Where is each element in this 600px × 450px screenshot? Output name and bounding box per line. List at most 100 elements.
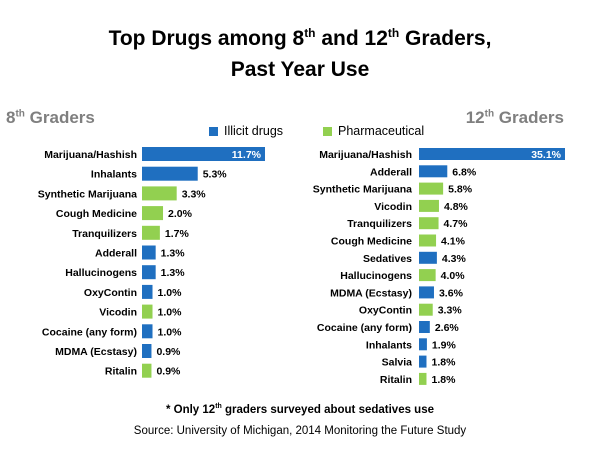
category-label-oxycontin: OxyContin — [84, 287, 137, 299]
bar-cough-medicine — [142, 206, 164, 221]
panel-title-sup: th — [15, 108, 25, 120]
bar-marijuana-hashish — [142, 147, 265, 161]
title-sup: th — [387, 26, 400, 40]
source-note: Source: University of Michigan, 2014 Mon… — [133, 425, 467, 437]
legend-label-illicit: Illicit drugs — [224, 124, 284, 138]
category-label-hallucinogens: Hallucinogens — [65, 267, 137, 279]
category-label-ritalin: Ritalin — [105, 366, 137, 378]
value-label-adderall: 6.8% — [452, 166, 477, 178]
value-label-cough-medicine: 2.0% — [168, 208, 193, 220]
value-label-cocaine-any-form: 1.0% — [158, 326, 183, 338]
category-label-tranquilizers: Tranquilizers — [347, 218, 412, 230]
category-label-ritalin: Ritalin — [380, 374, 412, 386]
bar-marijuana-hashish — [419, 148, 565, 160]
category-label-tranquilizers: Tranquilizers — [72, 228, 137, 240]
title-text-part: Graders, — [399, 27, 492, 50]
value-label-synthetic-marijuana: 5.8% — [448, 184, 473, 196]
chart-title-line1: Top Drugs among 8th and 12th Graders, — [0, 24, 600, 54]
footnote: * Only 12th graders surveyed about sedat… — [0, 403, 600, 416]
bar-vicodin — [142, 304, 153, 319]
category-label-marijuana-hashish: Marijuana/Hashish — [319, 149, 412, 161]
value-label-marijuana-hashish: 35.1% — [531, 149, 561, 161]
value-label-oxycontin: 1.0% — [158, 287, 183, 299]
value-label-salvia: 1.8% — [431, 357, 456, 369]
chart-title-line2: Past Year Use — [230, 58, 370, 81]
bar-mdma-ecstasy — [419, 286, 434, 299]
value-label-inhalants: 1.9% — [432, 339, 457, 351]
category-label-synthetic-marijuana: Synthetic Marijuana — [313, 184, 412, 196]
bar-adderall — [419, 165, 448, 178]
bar-adderall — [142, 245, 156, 260]
value-label-adderall: 1.3% — [161, 248, 186, 260]
category-label-vicodin: Vicodin — [374, 201, 412, 213]
category-label-marijuana-hashish: Marijuana/Hashish — [44, 149, 137, 161]
panel-title-part: Graders — [494, 108, 564, 127]
bar-vicodin — [419, 199, 439, 212]
value-label-vicodin: 1.0% — [158, 307, 183, 319]
category-label-cough-medicine: Cough Medicine — [56, 208, 137, 220]
value-label-vicodin: 4.8% — [444, 201, 469, 213]
value-label-mdma-ecstasy: 3.6% — [439, 287, 464, 299]
category-label-inhalants: Inhalants — [366, 339, 412, 351]
value-label-ritalin: 0.9% — [156, 366, 181, 378]
value-label-hallucinogens: 1.3% — [161, 267, 186, 279]
bar-oxycontin — [419, 303, 433, 316]
category-label-sedatives: Sedatives — [363, 253, 412, 265]
panel-title-12th-graders: 12th Graders — [466, 108, 564, 128]
legend-item-illicit: Illicit drugs — [209, 124, 283, 138]
category-label-inhalants: Inhalants — [91, 169, 137, 181]
category-label-cocaine-any-form: Cocaine (any form) — [42, 326, 137, 338]
bar-oxycontin — [142, 284, 153, 299]
legend-swatch-illicit — [209, 126, 218, 136]
bar-cocaine-any-form — [419, 321, 430, 333]
bar-synthetic-marijuana — [419, 182, 444, 195]
category-label-mdma-ecstasy: MDMA (Ecstasy) — [55, 346, 137, 358]
category-label-mdma-ecstasy: MDMA (Ecstasy) — [330, 287, 412, 299]
category-label-oxycontin: OxyContin — [359, 305, 412, 317]
legend-item-pharmaceutical: Pharmaceutical — [323, 124, 424, 138]
title-text-part: and 12 — [315, 27, 388, 50]
category-label-synthetic-marijuana: Synthetic Marijuana — [38, 188, 137, 200]
legend-swatch-pharmaceutical — [323, 126, 332, 136]
panel-title-part: Graders — [24, 108, 95, 127]
category-label-vicodin: Vicodin — [99, 307, 137, 319]
panel-title-part: 12 — [465, 108, 485, 127]
bar-inhalants — [142, 166, 198, 181]
bar-ritalin — [419, 372, 427, 385]
footnote-sup: th — [215, 403, 222, 411]
bar-inhalants — [419, 338, 427, 351]
bar-synthetic-marijuana — [142, 186, 177, 201]
bar-hallucinogens — [142, 265, 156, 280]
bar-tranquilizers — [142, 225, 160, 240]
footnote-part: graders surveyed about sedatives use — [221, 404, 435, 416]
value-label-inhalants: 5.3% — [203, 169, 228, 181]
value-label-mdma-ecstasy: 0.9% — [156, 346, 181, 358]
bar-mdma-ecstasy — [142, 344, 152, 358]
bar-cough-medicine — [419, 234, 437, 247]
footnote-part: * Only 12 — [165, 404, 216, 416]
title-sup: th — [304, 26, 316, 40]
bar-tranquilizers — [419, 217, 439, 230]
value-label-cough-medicine: 4.1% — [441, 236, 466, 248]
panel-title-part: 8 — [6, 108, 16, 127]
value-label-marijuana-hashish: 11.7% — [232, 149, 262, 161]
value-label-tranquilizers: 1.7% — [165, 228, 190, 240]
legend-label-pharmaceutical: Pharmaceutical — [338, 124, 425, 138]
category-label-hallucinogens: Hallucinogens — [340, 270, 412, 282]
bar-cocaine-any-form — [142, 324, 153, 339]
value-label-ritalin: 1.8% — [431, 374, 456, 386]
bar-salvia — [419, 355, 427, 368]
category-label-cocaine-any-form: Cocaine (any form) — [317, 322, 412, 334]
value-label-sedatives: 4.3% — [442, 253, 467, 265]
category-label-adderall: Adderall — [95, 248, 137, 260]
value-label-cocaine-any-form: 2.6% — [435, 322, 460, 334]
bar-sedatives — [419, 251, 437, 264]
panel-title-sup: th — [484, 108, 495, 120]
title-text-part: Top Drugs among 8 — [108, 27, 305, 50]
value-label-hallucinogens: 4.0% — [441, 270, 466, 282]
value-label-tranquilizers: 4.7% — [444, 218, 469, 230]
value-label-synthetic-marijuana: 3.3% — [182, 188, 207, 200]
category-label-salvia: Salvia — [382, 357, 413, 369]
value-label-oxycontin: 3.3% — [438, 305, 463, 317]
